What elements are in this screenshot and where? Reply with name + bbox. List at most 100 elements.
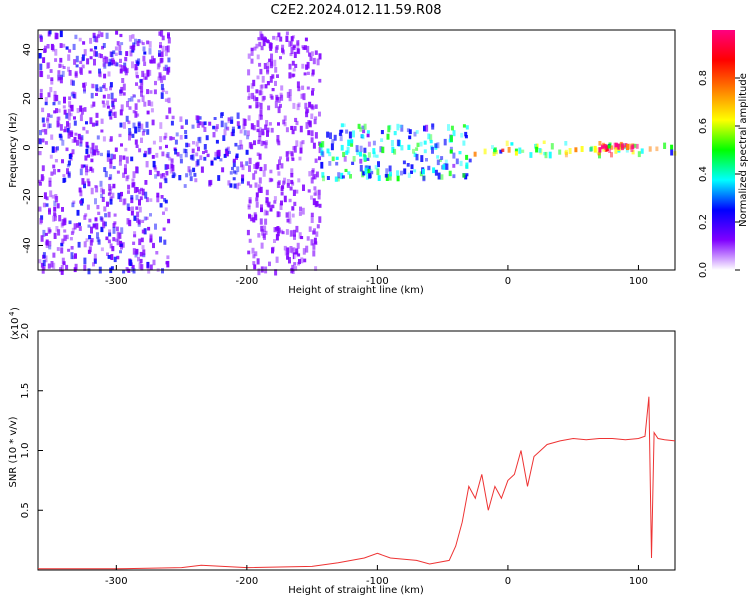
heatmap-cell-region-1 xyxy=(212,132,216,138)
heatmap-cell-region-0 xyxy=(85,121,88,125)
heatmap-cell-region-0 xyxy=(159,203,163,208)
heatmap-cell-region-2 xyxy=(271,247,274,254)
heatmap-cell-region-0 xyxy=(166,260,170,268)
heatmap-cell-region-3 xyxy=(450,125,454,131)
heatmap-cell-region-0 xyxy=(140,40,143,44)
heatmap-cell-region-0 xyxy=(75,64,79,68)
heatmap-cell-region-0 xyxy=(46,62,50,69)
heatmap-cell-region-1 xyxy=(217,149,221,157)
heatmap-cell-region-0 xyxy=(100,247,104,252)
heatmap-cell-region-0 xyxy=(149,198,153,202)
heatmap-cell-region-1 xyxy=(198,116,202,120)
heatmap-cell-region-3 xyxy=(364,167,368,175)
heatmap-cell-region-0 xyxy=(128,128,132,135)
heatmap-cell-region-0 xyxy=(85,130,89,134)
heatmap-cell-region-4 xyxy=(518,147,522,154)
heatmap-cell-region-3 xyxy=(400,170,403,176)
heatmap-cell-region-4 xyxy=(499,149,503,154)
heatmap-cell-region-0 xyxy=(166,255,170,260)
heatmap-cell-region-0 xyxy=(165,115,169,120)
heatmap-cell-region-0 xyxy=(79,190,83,197)
heatmap-cell-region-0 xyxy=(164,98,168,102)
heatmap-cell-region-1 xyxy=(169,168,173,174)
heatmap-cell-region-3 xyxy=(328,161,332,166)
heatmap-cell-region-4 xyxy=(544,151,548,159)
heatmap-cell-region-2 xyxy=(292,102,296,109)
heatmap-cell-region-4 xyxy=(564,141,568,146)
heatmap-cell-region-2 xyxy=(291,206,295,211)
heatmap-cell-region-4 xyxy=(589,147,593,152)
heatmap-cell-region-0 xyxy=(145,216,149,220)
heatmap-cell-region-0 xyxy=(94,46,98,50)
heatmap-cell-region-3 xyxy=(415,147,419,151)
heatmap-cell-region-2 xyxy=(269,76,273,83)
heatmap-cell-region-1 xyxy=(221,112,224,116)
heatmap-cell-region-0 xyxy=(122,92,126,96)
heatmap-cell-region-2 xyxy=(298,212,302,216)
heatmap-cell-region-0 xyxy=(89,147,93,154)
heatmap-cell-region-2 xyxy=(281,231,285,235)
heatmap-cell-region-2 xyxy=(264,124,268,131)
heatmap-cell-region-2 xyxy=(257,268,261,276)
heatmap-cell-region-0 xyxy=(100,129,104,133)
heatmap-cell-region-3 xyxy=(455,158,459,165)
heatmap-cell-region-4 xyxy=(548,151,552,159)
heatmap-cell-region-3 xyxy=(465,154,469,160)
heatmap-cell-region-2 xyxy=(310,137,314,143)
heatmap-cell-region-0 xyxy=(61,238,65,244)
heatmap-cell-region-2 xyxy=(294,63,298,68)
heatmap-cell-region-2 xyxy=(255,89,259,94)
heatmap-cell-region-3 xyxy=(425,124,429,132)
heatmap-cell-region-3 xyxy=(342,123,346,127)
heatmap-cell-region-0 xyxy=(130,266,134,272)
heatmap-cell-region-2 xyxy=(270,95,274,100)
heatmap-cell-region-1 xyxy=(179,135,183,140)
heatmap-cell-region-0 xyxy=(47,113,51,118)
heatmap-cell-region-2 xyxy=(310,195,313,200)
heatmap-cell-region-0 xyxy=(148,69,152,76)
heatmap-cell-region-2 xyxy=(259,102,263,110)
heatmap-cell-region-0 xyxy=(89,117,93,125)
heatmap-cell-region-1 xyxy=(201,121,205,128)
heatmap-cell-region-3 xyxy=(376,168,380,176)
heatmap-cell-region-0 xyxy=(109,136,113,142)
heatmap-cell-region-1 xyxy=(204,150,208,153)
heatmap-cell-region-0 xyxy=(50,134,54,140)
heatmap-cell-region-0 xyxy=(111,98,115,104)
heatmap-cell-region-0 xyxy=(50,43,54,50)
heatmap-cell-region-2 xyxy=(250,217,254,222)
heatmap-cell-region-0 xyxy=(111,112,115,116)
heatmap-cell-region-2 xyxy=(256,75,260,80)
heatmap-cell-region-2 xyxy=(286,91,290,98)
heatmap-cell-region-0 xyxy=(120,191,123,197)
heatmap-cell-region-2 xyxy=(258,127,262,132)
heatmap-cell-region-2 xyxy=(260,225,264,232)
colorbar-tick-label: 0.0 xyxy=(698,262,709,278)
heatmap-cell-region-0 xyxy=(70,132,74,137)
heatmap-cell-region-3 xyxy=(333,134,337,141)
heatmap-cell-region-0 xyxy=(135,187,139,193)
heatmap-cell-region-2 xyxy=(249,214,253,222)
heatmap-cell-region-0 xyxy=(156,192,160,198)
heatmap-cell-region-0 xyxy=(167,37,171,44)
heatmap-cell-region-2 xyxy=(296,81,300,88)
heatmap-cell-region-0 xyxy=(48,123,52,128)
heatmap-cell-region-0 xyxy=(164,207,168,212)
heatmap-cell-region-3 xyxy=(368,174,372,179)
heatmap-cell-region-0 xyxy=(161,268,164,274)
heatmap-cell-region-0 xyxy=(137,121,141,128)
heatmap-cell-region-2 xyxy=(318,156,321,161)
heatmap-cell-region-2 xyxy=(283,245,287,251)
heatmap-cell-region-0 xyxy=(83,107,87,112)
colorbar: 0.0 0.2 0.4 0.6 0.8 Normalized spectral ampl… xyxy=(698,30,749,278)
heatmap-cell-region-0 xyxy=(118,232,122,239)
heatmap-cell-region-1 xyxy=(236,166,240,173)
heatmap-cell-region-2 xyxy=(312,175,316,180)
heatmap-cell-region-1 xyxy=(171,115,175,120)
heatmap-cell-region-0 xyxy=(61,219,65,226)
heatmap-cell-region-0 xyxy=(127,184,131,190)
heatmap-cell-region-2 xyxy=(288,218,292,224)
heatmap-cell-region-0 xyxy=(94,185,98,189)
heatmap-cell-region-1 xyxy=(236,183,240,190)
heatmap-cell-region-1 xyxy=(215,124,219,129)
